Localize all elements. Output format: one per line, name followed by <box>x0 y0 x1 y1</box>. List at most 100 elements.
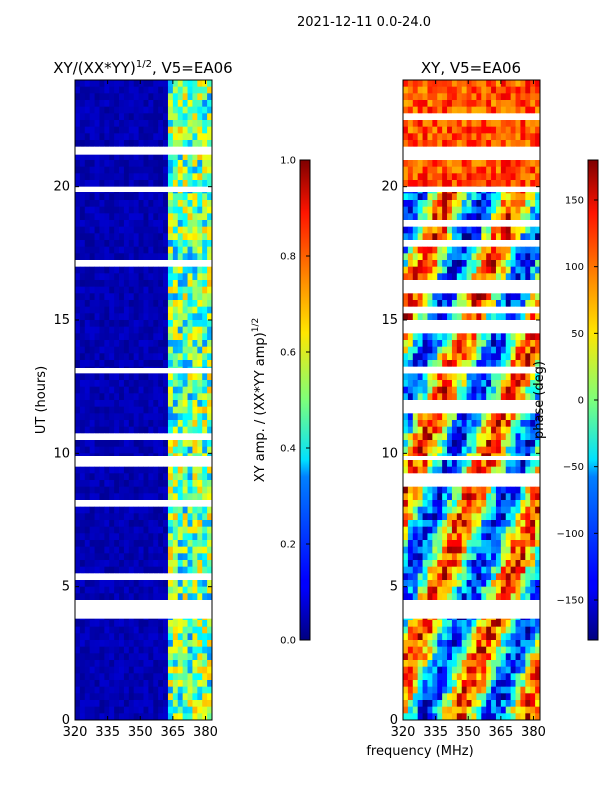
heatmap-cell <box>417 546 423 554</box>
heatmap-cell <box>451 533 458 541</box>
heatmap-cell <box>75 400 81 408</box>
heatmap-cell <box>471 240 477 248</box>
heatmap-cell <box>500 473 507 481</box>
heatmap-cell <box>422 213 428 221</box>
heatmap-cell <box>104 713 110 720</box>
heatmap-cell <box>138 386 144 394</box>
heatmap-cell <box>447 400 453 408</box>
heatmap-cell <box>491 286 497 294</box>
heatmap-cell <box>143 260 149 268</box>
heatmap-cell <box>525 493 531 501</box>
heatmap-cell <box>94 446 100 454</box>
heatmap-cell <box>461 200 467 208</box>
heatmap-cell <box>172 693 179 701</box>
heatmap-cell <box>114 440 120 448</box>
heatmap-cell <box>432 533 438 541</box>
heatmap-cell <box>486 266 492 274</box>
heatmap-cell <box>437 420 443 428</box>
heatmap-cell <box>133 280 139 288</box>
heatmap-cell <box>437 413 443 421</box>
heatmap-cell <box>123 226 130 234</box>
heatmap-cell <box>486 333 492 341</box>
heatmap-cell <box>207 413 212 421</box>
heatmap-cell <box>94 173 100 181</box>
heatmap-cell <box>403 520 409 528</box>
heatmap-cell <box>442 113 448 121</box>
heatmap-cell <box>109 633 115 641</box>
heatmap-cell <box>456 86 463 94</box>
heatmap-cell <box>177 373 184 381</box>
heatmap-cell <box>187 286 193 294</box>
heatmap-cell <box>417 506 423 514</box>
heatmap-cell <box>75 433 81 441</box>
heatmap-cell <box>432 593 438 601</box>
heatmap-cell <box>535 206 540 214</box>
heatmap-cell <box>172 473 179 481</box>
heatmap-cell <box>412 413 419 421</box>
heatmap-cell <box>192 473 198 481</box>
heatmap-cell <box>466 553 472 561</box>
heatmap-cell <box>123 373 130 381</box>
heatmap-cell <box>119 546 125 554</box>
heatmap-cell <box>148 473 154 481</box>
heatmap-cell <box>109 566 115 574</box>
heatmap-cell <box>520 220 526 228</box>
heatmap-cell <box>427 206 433 214</box>
heatmap-cell <box>422 486 428 494</box>
heatmap-cell <box>466 293 472 301</box>
heatmap-cell <box>451 160 458 168</box>
heatmap-cell <box>128 460 135 468</box>
heatmap-cell <box>177 86 184 94</box>
heatmap-cell <box>461 400 467 408</box>
heatmap-cell <box>510 100 516 108</box>
heatmap-cell <box>84 700 91 708</box>
heatmap-cell <box>412 273 419 281</box>
heatmap-cell <box>119 253 125 261</box>
heatmap-cell <box>104 86 110 94</box>
heatmap-cell <box>427 280 433 288</box>
heatmap-cell <box>79 120 86 128</box>
heatmap-cell <box>104 260 110 268</box>
heatmap-cell <box>476 473 482 481</box>
heatmap-cell <box>207 286 212 294</box>
heatmap-cell <box>75 566 81 574</box>
heatmap-cell <box>153 513 159 521</box>
heatmap-cell <box>148 680 154 688</box>
heatmap-cell <box>123 446 130 454</box>
heatmap-cell <box>451 506 458 514</box>
heatmap-cell <box>403 393 409 401</box>
heatmap-cell <box>451 206 458 214</box>
heatmap-cell <box>466 233 472 241</box>
heatmap-cell <box>510 413 516 421</box>
heatmap-cell <box>158 266 164 274</box>
heatmap-cell <box>520 340 526 348</box>
heatmap-cell <box>442 533 448 541</box>
heatmap-cell <box>486 440 492 448</box>
heatmap-cell <box>109 346 115 354</box>
heatmap-cell <box>525 406 531 414</box>
heatmap-cell <box>515 566 521 574</box>
heatmap-cell <box>520 200 526 208</box>
heatmap-cell <box>109 573 115 581</box>
heatmap-cell <box>525 253 531 261</box>
heatmap-cell <box>99 653 105 661</box>
heatmap-cell <box>461 320 467 328</box>
heatmap-cell <box>172 420 179 428</box>
heatmap-cell <box>407 360 414 368</box>
heatmap-cell <box>99 166 105 174</box>
heatmap-cell <box>495 493 502 501</box>
heatmap-cell <box>505 393 512 401</box>
heatmap-cell <box>520 246 526 254</box>
heatmap-cell <box>143 466 149 474</box>
heatmap-cell <box>148 553 154 561</box>
heatmap-cell <box>114 93 120 101</box>
heatmap-cell <box>407 100 414 108</box>
heatmap-cell <box>172 106 179 114</box>
heatmap-cell <box>84 333 91 341</box>
heatmap-cell <box>133 626 139 634</box>
heatmap-cell <box>197 446 203 454</box>
heatmap-cell <box>119 460 125 468</box>
heatmap-cell <box>471 133 477 141</box>
heatmap-cell <box>133 106 139 114</box>
heatmap-cell <box>422 480 428 488</box>
